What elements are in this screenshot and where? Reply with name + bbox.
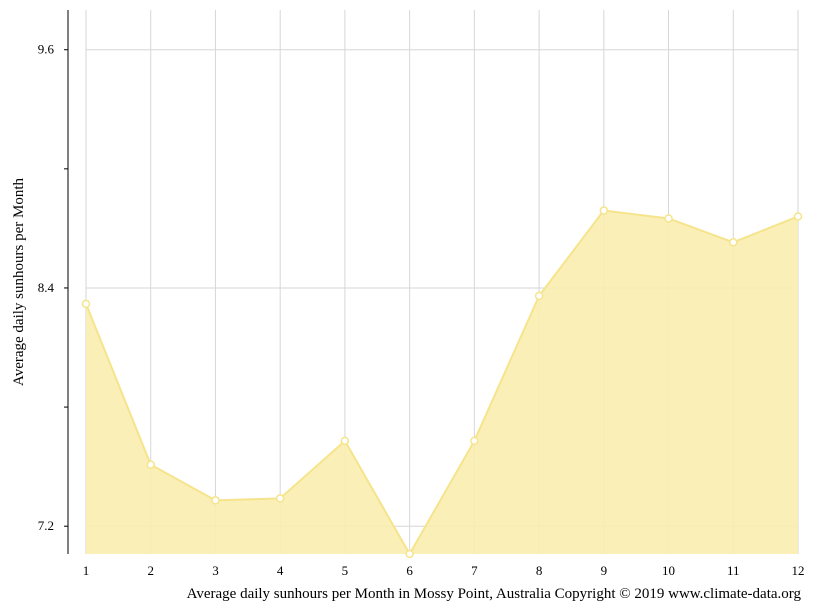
x-tick-label: 2 xyxy=(147,563,154,578)
x-tick-label: 7 xyxy=(471,563,478,578)
x-tick-label: 11 xyxy=(727,563,740,578)
x-tick-label: 9 xyxy=(601,563,608,578)
x-tick-label: 6 xyxy=(406,563,413,578)
y-tick-label: 7.2 xyxy=(38,518,54,533)
data-point xyxy=(599,206,609,215)
series-line xyxy=(85,209,799,555)
y-axis-title: Average daily sunhours per Month xyxy=(11,178,27,387)
chart-caption: Average daily sunhours per Month in Moss… xyxy=(187,586,802,602)
area-series xyxy=(85,209,799,555)
data-point xyxy=(470,436,479,446)
x-tick-label: 8 xyxy=(536,563,543,578)
data-point xyxy=(729,238,738,247)
data-point xyxy=(146,460,155,469)
x-tick-label: 5 xyxy=(342,563,349,578)
y-tick-label: 9.6 xyxy=(38,42,55,57)
x-tick-label: 3 xyxy=(212,563,219,578)
area-fill xyxy=(86,210,798,554)
data-point xyxy=(340,436,350,446)
x-tick-label: 12 xyxy=(792,563,805,578)
data-point xyxy=(405,549,414,559)
data-point xyxy=(664,214,673,223)
data-point xyxy=(275,494,285,503)
data-points xyxy=(81,206,803,559)
x-tick-label: 10 xyxy=(662,563,675,578)
y-tick-label: 8.4 xyxy=(38,280,55,295)
x-tick-label: 1 xyxy=(83,563,90,578)
data-point xyxy=(211,496,220,505)
data-point xyxy=(81,299,91,309)
x-tick-label: 4 xyxy=(277,563,284,578)
axes: 7.28.49.61 2 3 4 5 6 7 8 9 10 11 12 xyxy=(38,10,805,578)
data-point xyxy=(534,291,544,301)
data-point xyxy=(793,212,803,221)
